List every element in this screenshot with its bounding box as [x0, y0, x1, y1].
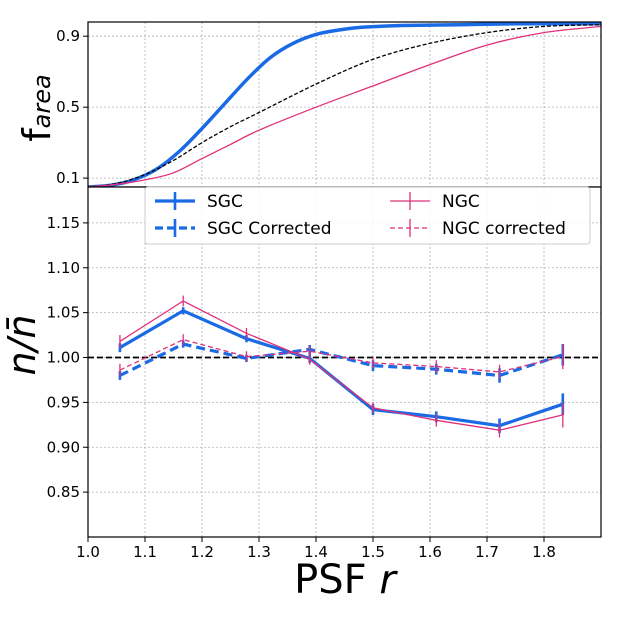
x-tick-label: 1.2	[190, 543, 214, 561]
bottom-x-ticks: 1.0 1.1 1.2 1.3 1.4 1.5 1.6 1.7 1.8	[76, 537, 556, 561]
bottom-y-tick-label: 0.85	[47, 483, 80, 501]
top-y-axis-label: farea	[15, 74, 59, 141]
bottom-y-tick-label: 0.90	[47, 438, 80, 456]
top-series-line-sgc	[88, 22, 601, 187]
x-tick-label: 1.6	[418, 543, 442, 561]
series-line-ngc	[119, 300, 563, 431]
x-tick-label: 1.4	[304, 543, 328, 561]
top-y-tick-label: 0.5	[56, 98, 80, 116]
bottom-y-axis-label: n/n̄	[0, 315, 44, 376]
legend-item-ngc: NGC	[390, 192, 480, 212]
bottom-y-tick-label: 1.00	[47, 349, 80, 367]
top-series-line-ngc	[88, 25, 601, 187]
top-series-group	[88, 22, 601, 187]
top-plot-area	[88, 22, 601, 187]
series-ngc	[119, 295, 564, 438]
legend-box	[144, 186, 591, 245]
legend-label: SGC	[207, 192, 243, 212]
series-ngc-corrected	[119, 334, 564, 380]
bottom-panel: 0.850.900.951.001.051.101.15 1.0 1.1 1.2 1.…	[0, 186, 602, 603]
series-line-ngc-corrected	[119, 338, 563, 373]
legend-item-sgc-corrected: SGC Corrected	[155, 219, 332, 239]
top-y-ticks: 0.1 0.5 0.9	[56, 27, 88, 187]
legend-label: NGC	[442, 192, 480, 212]
bottom-y-tick-label: 1.05	[47, 304, 80, 322]
legend: SGC SGC Corrected NGC NGC corrected	[144, 186, 591, 245]
legend-item-ngc-corrected: NGC corrected	[390, 219, 566, 239]
x-tick-label: 1.0	[76, 543, 100, 561]
x-tick-label: 1.8	[532, 543, 556, 561]
legend-item-sgc: SGC	[155, 192, 243, 212]
bottom-y-tick-label: 1.10	[47, 259, 80, 277]
x-tick-label: 1.1	[133, 543, 157, 561]
x-tick-label: 1.7	[475, 543, 499, 561]
top-y-tick-label: 0.9	[56, 27, 80, 45]
legend-label: SGC Corrected	[207, 219, 332, 239]
bottom-y-tick-label: 0.95	[47, 393, 80, 411]
series-line-sgc-corrected	[119, 342, 564, 378]
bottom-plot-area	[88, 187, 601, 537]
bottom-y-tick-label: 1.15	[47, 214, 80, 232]
bottom-y-ticks: 0.85 0.90 0.95 1.00 1.05 1.10 1.15	[47, 214, 88, 501]
legend-label: NGC corrected	[442, 219, 566, 239]
x-tick-label: 1.5	[361, 543, 385, 561]
bottom-series-group	[118, 295, 565, 438]
top-series-line-all	[88, 24, 601, 187]
x-axis-label: PSF r	[294, 557, 398, 603]
top-y-tick-label: 0.1	[56, 169, 80, 187]
top-panel: 0.1 0.5 0.9 farea	[15, 21, 602, 188]
x-tick-label: 1.3	[247, 543, 271, 561]
